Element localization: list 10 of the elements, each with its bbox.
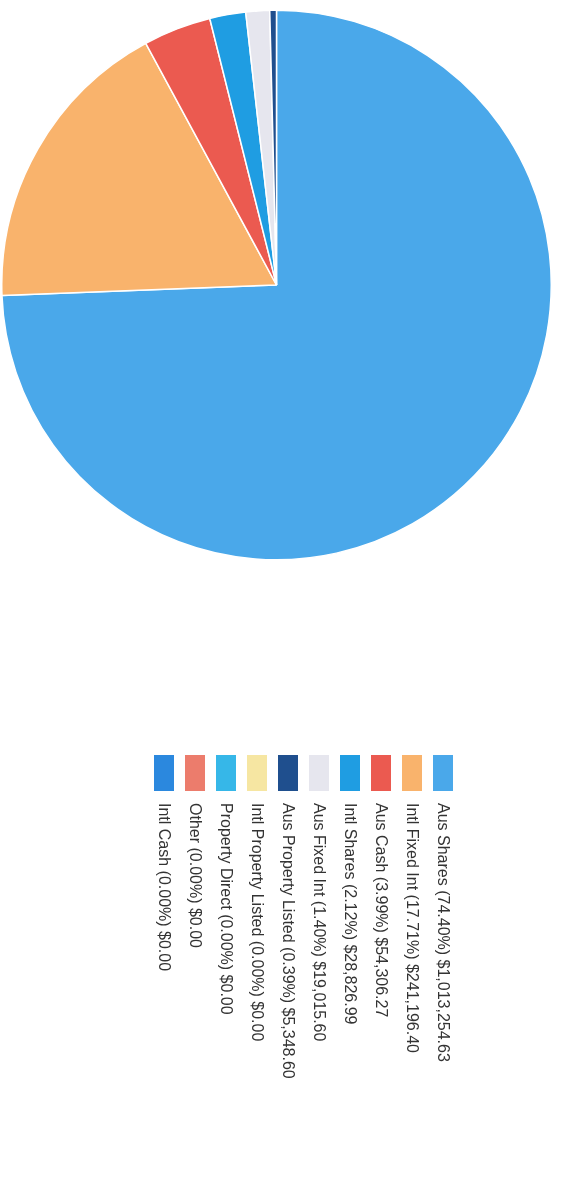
legend-label: Intl Fixed Int (17.71%) $241,196.40: [403, 803, 421, 1053]
legend-label: Intl Cash (0.00%) $0.00: [155, 803, 173, 972]
legend-label: Other (0.00%) $0.00: [186, 803, 204, 948]
legend-label: Aus Shares (74.40%) $1,013,254.63: [434, 803, 452, 1062]
legend-label: Intl Shares (2.12%) $28,826.99: [341, 803, 359, 1025]
legend-label: Property Direct (0.00%) $0.00: [217, 803, 235, 1015]
legend-label: Aus Fixed Int (1.40%) $19,015.60: [310, 803, 328, 1042]
legend-label: Intl Property Listed (0.00%) $0.00: [248, 803, 266, 1042]
legend-label: Aus Cash (3.99%) $54,306.27: [372, 803, 390, 1018]
legend-label: Aus Property Listed (0.39%) $5,348.60: [279, 803, 297, 1079]
